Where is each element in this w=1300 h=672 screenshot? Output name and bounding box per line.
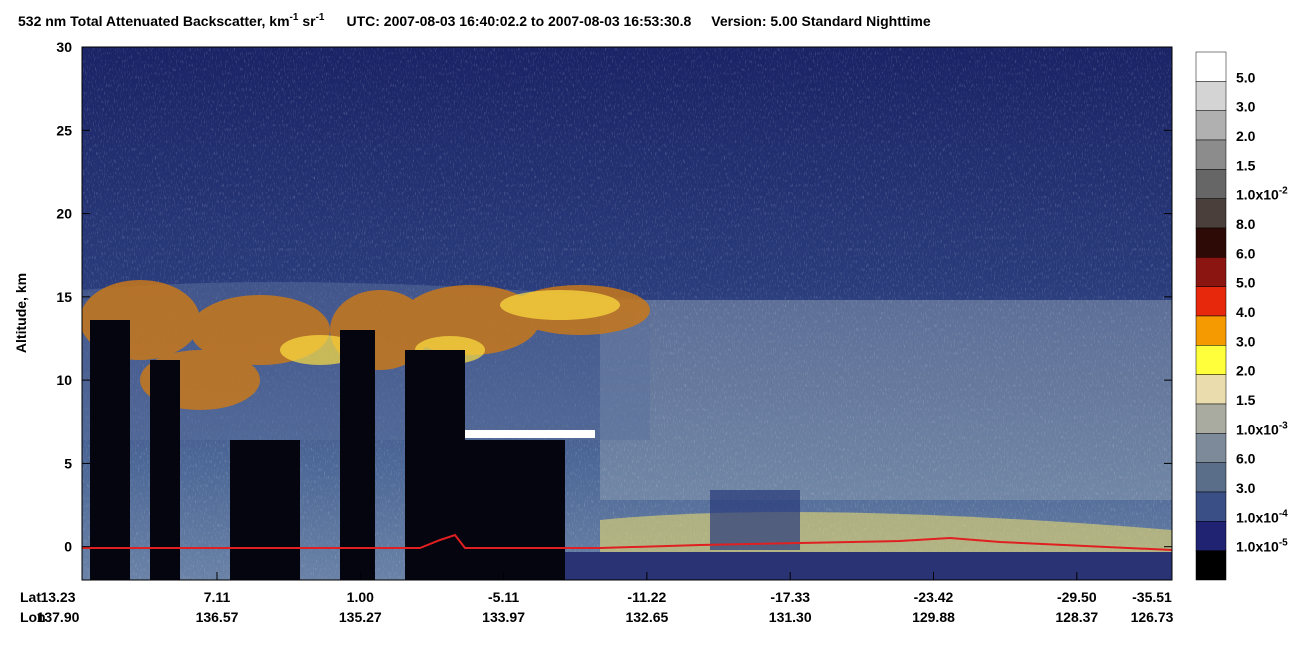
- colorbar-label-text: 8.0: [1236, 216, 1256, 232]
- colorbar-label: 3.0: [1236, 333, 1256, 349]
- colorbar-label: 8.0: [1236, 216, 1256, 232]
- colorbar-swatch: [1195, 521, 1227, 551]
- colorbar-label-text: 1.0x10: [1236, 539, 1279, 555]
- colorbar-label-exponent: -4: [1279, 508, 1288, 519]
- lat-tick-label: 7.11: [204, 589, 231, 605]
- colorbar-label-text: 5.0: [1236, 275, 1256, 291]
- y-tick-label: 15: [56, 289, 72, 305]
- colorbar-swatch: [1195, 315, 1227, 346]
- colorbar-label-text: 6.0: [1236, 451, 1256, 467]
- y-tick-label: 30: [56, 39, 72, 55]
- lon-label: Lon: [20, 609, 46, 625]
- lat-tick-label: -17.33: [770, 589, 810, 605]
- y-tick-label: 10: [56, 372, 72, 388]
- colorbar-label-exponent: -3: [1279, 420, 1288, 431]
- chart-title: 532 nm Total Attenuated Backscatter, km-…: [18, 12, 931, 29]
- colorbar-label-text: 6.0: [1236, 245, 1256, 261]
- lon-tick-label: 128.37: [1055, 609, 1098, 625]
- y-tick-label: 20: [56, 206, 72, 222]
- lat-tick-label: -29.50: [1057, 589, 1097, 605]
- lon-tick-label: 137.90: [37, 609, 80, 625]
- colorbar-label: 3.0: [1236, 99, 1256, 115]
- colorbar-label: 1.0x10-3: [1236, 420, 1288, 437]
- plot-frame: [81, 46, 1173, 581]
- colorbar-label-text: 1.0x10: [1236, 421, 1279, 437]
- colorbar-swatch: [1195, 257, 1227, 287]
- lon-tick-label: 132.65: [625, 609, 668, 625]
- colorbar-label-exponent: -5: [1279, 538, 1288, 549]
- colorbar-label: 5.0: [1236, 275, 1256, 291]
- colorbar-label-text: 4.0: [1236, 304, 1256, 320]
- colorbar-label: 1.0x10-2: [1236, 186, 1288, 203]
- colorbar-label-text: 3.0: [1236, 480, 1256, 496]
- colorbar-swatch: [1195, 403, 1227, 434]
- colorbar-label: 2.0: [1236, 128, 1256, 144]
- colorbar-label: 6.0: [1236, 451, 1256, 467]
- colorbar-swatch: [1195, 81, 1227, 111]
- colorbar-swatch: [1195, 433, 1227, 463]
- colorbar-swatch: [1195, 491, 1227, 522]
- lon-tick-label: 126.73: [1131, 609, 1174, 625]
- lon-tick-label: 136.57: [196, 609, 239, 625]
- colorbar-label: 1.5: [1236, 392, 1256, 408]
- colorbar-label-text: 1.0x10: [1236, 509, 1279, 525]
- lat-tick-label: -5.11: [488, 589, 519, 605]
- colorbar-swatch: [1195, 374, 1227, 405]
- colorbar-swatch: [1195, 110, 1227, 141]
- colorbar-label-text: 5.0: [1236, 69, 1256, 85]
- colorbar-label: 1.0x10-4: [1236, 508, 1288, 525]
- colorbar-swatch: [1195, 227, 1227, 258]
- colorbar-label-text: 1.5: [1236, 392, 1256, 408]
- colorbar-label-text: 1.5: [1236, 157, 1256, 173]
- y-axis-label: Altitude, km: [13, 273, 29, 353]
- colorbar-label: 2.0: [1236, 363, 1256, 379]
- colorbar-swatch: [1195, 169, 1227, 199]
- lon-tick-label: 131.30: [769, 609, 812, 625]
- colorbar-swatch: [1195, 550, 1227, 581]
- lat-tick-label: 1.00: [347, 589, 374, 605]
- backscatter-image: [82, 47, 1172, 580]
- lon-tick-label: 129.88: [912, 609, 955, 625]
- y-tick-label: 25: [56, 122, 72, 138]
- lat-tick-label: -23.42: [914, 589, 954, 605]
- colorbar-label-text: 3.0: [1236, 99, 1256, 115]
- colorbar-label: 1.5: [1236, 157, 1256, 173]
- colorbar-swatch: [1195, 345, 1227, 375]
- y-tick-label: 0: [64, 539, 72, 555]
- lat-tick-label: -11.22: [627, 589, 666, 605]
- colorbar-label-text: 3.0: [1236, 333, 1256, 349]
- colorbar-label: 3.0: [1236, 480, 1256, 496]
- colorbar-label-text: 2.0: [1236, 363, 1256, 379]
- colorbar-label: 5.0: [1236, 69, 1256, 85]
- colorbar-swatch: [1195, 51, 1227, 82]
- colorbar-swatch: [1195, 462, 1227, 493]
- colorbar-label: 1.0x10-5: [1236, 538, 1288, 555]
- lat-tick-label: 13.23: [40, 589, 75, 605]
- colorbar-swatch: [1195, 286, 1227, 317]
- lat-label: Lat: [20, 589, 41, 605]
- y-tick-label: 5: [64, 455, 72, 471]
- colorbar-label: 6.0: [1236, 245, 1256, 261]
- lon-tick-label: 133.97: [482, 609, 525, 625]
- lat-tick-label: -35.51: [1132, 589, 1172, 605]
- lon-tick-label: 135.27: [339, 609, 382, 625]
- colorbar-label: 4.0: [1236, 304, 1256, 320]
- colorbar-label-text: 2.0: [1236, 128, 1256, 144]
- colorbar-swatch: [1195, 139, 1227, 170]
- colorbar-label-text: 1.0x10: [1236, 187, 1279, 203]
- colorbar-swatch: [1195, 198, 1227, 229]
- colorbar-label-exponent: -2: [1279, 186, 1288, 197]
